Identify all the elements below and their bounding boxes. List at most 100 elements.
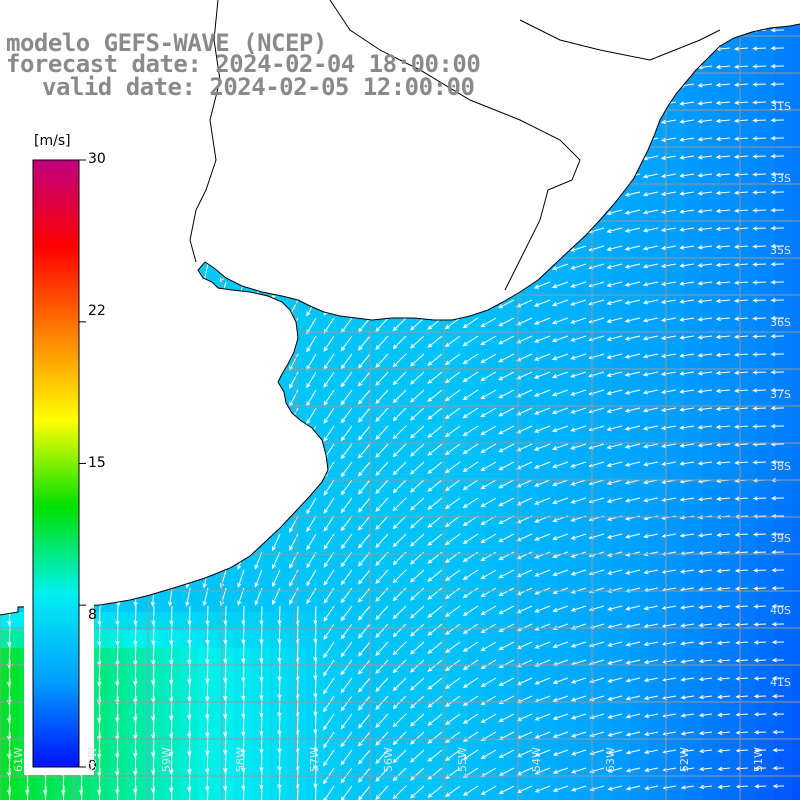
wind-speed-cell: [378, 414, 397, 433]
wind-arrow: [643, 659, 659, 665]
wind-arrow: [259, 605, 264, 626]
wind-speed-cell: [738, 540, 757, 559]
wind-arrow: [205, 749, 210, 774]
wind-arrow: [223, 659, 228, 684]
wind-speed-cell: [666, 522, 685, 541]
wind-arrow: [444, 641, 461, 653]
wind-arrow: [534, 461, 551, 469]
wind-speed-cell: [522, 792, 541, 800]
wind-arrow: [444, 749, 461, 761]
lon-label: 60W: [86, 747, 99, 772]
wind-speed-cell: [702, 468, 721, 487]
wind-speed-cell: [684, 774, 703, 793]
wind-speed-cell: [414, 558, 433, 577]
wind-arrow: [715, 172, 731, 178]
wind-speed-cell: [666, 540, 685, 559]
wind-speed-cell: [630, 792, 649, 800]
wind-speed-cell: [324, 666, 343, 685]
wind-arrow: [151, 713, 156, 740]
wind-arrow: [323, 407, 335, 424]
wind-arrow: [770, 136, 785, 141]
wind-speed-cell: [648, 684, 667, 703]
wind-speed-cell: [486, 684, 505, 703]
wind-speed-cell: [666, 126, 685, 145]
wind-arrow: [715, 370, 731, 376]
wind-arrow: [515, 299, 533, 308]
wind-arrow: [515, 371, 533, 380]
wind-arrow: [770, 460, 785, 465]
wind-speed-cell: [486, 324, 505, 343]
wind-speed-cell: [522, 558, 541, 577]
wind-speed-cell: [720, 198, 739, 217]
wind-speed-cell: [540, 540, 559, 559]
wind-arrow: [409, 335, 425, 349]
wind-speed-cell: [360, 486, 379, 505]
wind-arrow: [552, 677, 569, 684]
wind-arrow: [534, 767, 551, 775]
wind-speed-cell: [414, 666, 433, 685]
wind-speed-cell: [774, 270, 793, 289]
wind-speed-cell: [738, 342, 757, 361]
wind-arrow: [357, 515, 371, 531]
wind-arrow: [259, 731, 264, 755]
wind-speed-cell: [468, 720, 487, 739]
wind-arrow: [772, 729, 785, 735]
wind-speed-cell: [540, 576, 559, 595]
wind-speed-cell: [324, 504, 343, 523]
wind-arrow: [295, 785, 300, 800]
wind-arrow: [642, 371, 659, 377]
wind-arrow: [133, 785, 138, 800]
wind-speed-cell: [522, 720, 541, 739]
wind-arrow: [115, 677, 120, 705]
wind-speed-cell: [648, 468, 667, 487]
wind-speed-cell: [738, 396, 757, 415]
wind-arrow: [679, 443, 695, 448]
wind-arrow: [552, 731, 569, 738]
wind-arrow: [697, 137, 713, 142]
wind-arrow: [462, 335, 479, 347]
wind-arrow: [679, 371, 695, 376]
wind-arrow: [717, 748, 731, 753]
wind-arrow: [480, 353, 497, 364]
wind-arrow: [498, 353, 515, 363]
wind-arrow: [444, 605, 461, 617]
wind-speed-cell: [630, 468, 649, 487]
wind-arrow: [624, 389, 641, 395]
wind-arrow: [533, 443, 551, 451]
wind-speed-cell: [468, 504, 487, 523]
wind-speed-cell: [666, 630, 685, 649]
wind-arrow: [570, 389, 587, 396]
wind-speed-cell: [378, 540, 397, 559]
wind-arrow: [427, 731, 443, 744]
wind-speed-cell: [666, 234, 685, 253]
wind-arrow: [734, 442, 749, 447]
wind-arrow: [642, 245, 659, 251]
wind-speed-cell: [450, 576, 469, 595]
wind-speed-cell: [792, 468, 800, 487]
wind-speed-cell: [540, 630, 559, 649]
wind-arrow: [375, 353, 389, 369]
wind-arrow: [241, 677, 246, 701]
wind-speed-cell: [666, 396, 685, 415]
wind-arrow: [625, 677, 641, 683]
wind-speed-cell: [702, 324, 721, 343]
wind-speed-cell: [738, 378, 757, 397]
wind-arrow: [570, 461, 587, 468]
wind-arrow: [187, 623, 192, 646]
wind-speed-cell: [648, 198, 667, 217]
wind-speed-cell: [450, 702, 469, 721]
wind-speed-cell: [756, 378, 775, 397]
wind-arrow: [715, 82, 731, 88]
wind-arrow: [323, 749, 335, 767]
wind-speed-cell: [342, 738, 361, 757]
wind-speed-cell: [792, 306, 800, 325]
wind-speed-cell: [666, 288, 685, 307]
wind-arrow: [323, 587, 335, 604]
wind-arrow: [392, 335, 407, 350]
wind-arrow: [552, 497, 569, 505]
wind-arrow: [752, 280, 767, 285]
wind-speed-cell: [792, 612, 800, 631]
wind-speed-cell: [234, 594, 253, 613]
wind-speed-cell: [648, 504, 667, 523]
wind-speed-cell: [396, 702, 415, 721]
